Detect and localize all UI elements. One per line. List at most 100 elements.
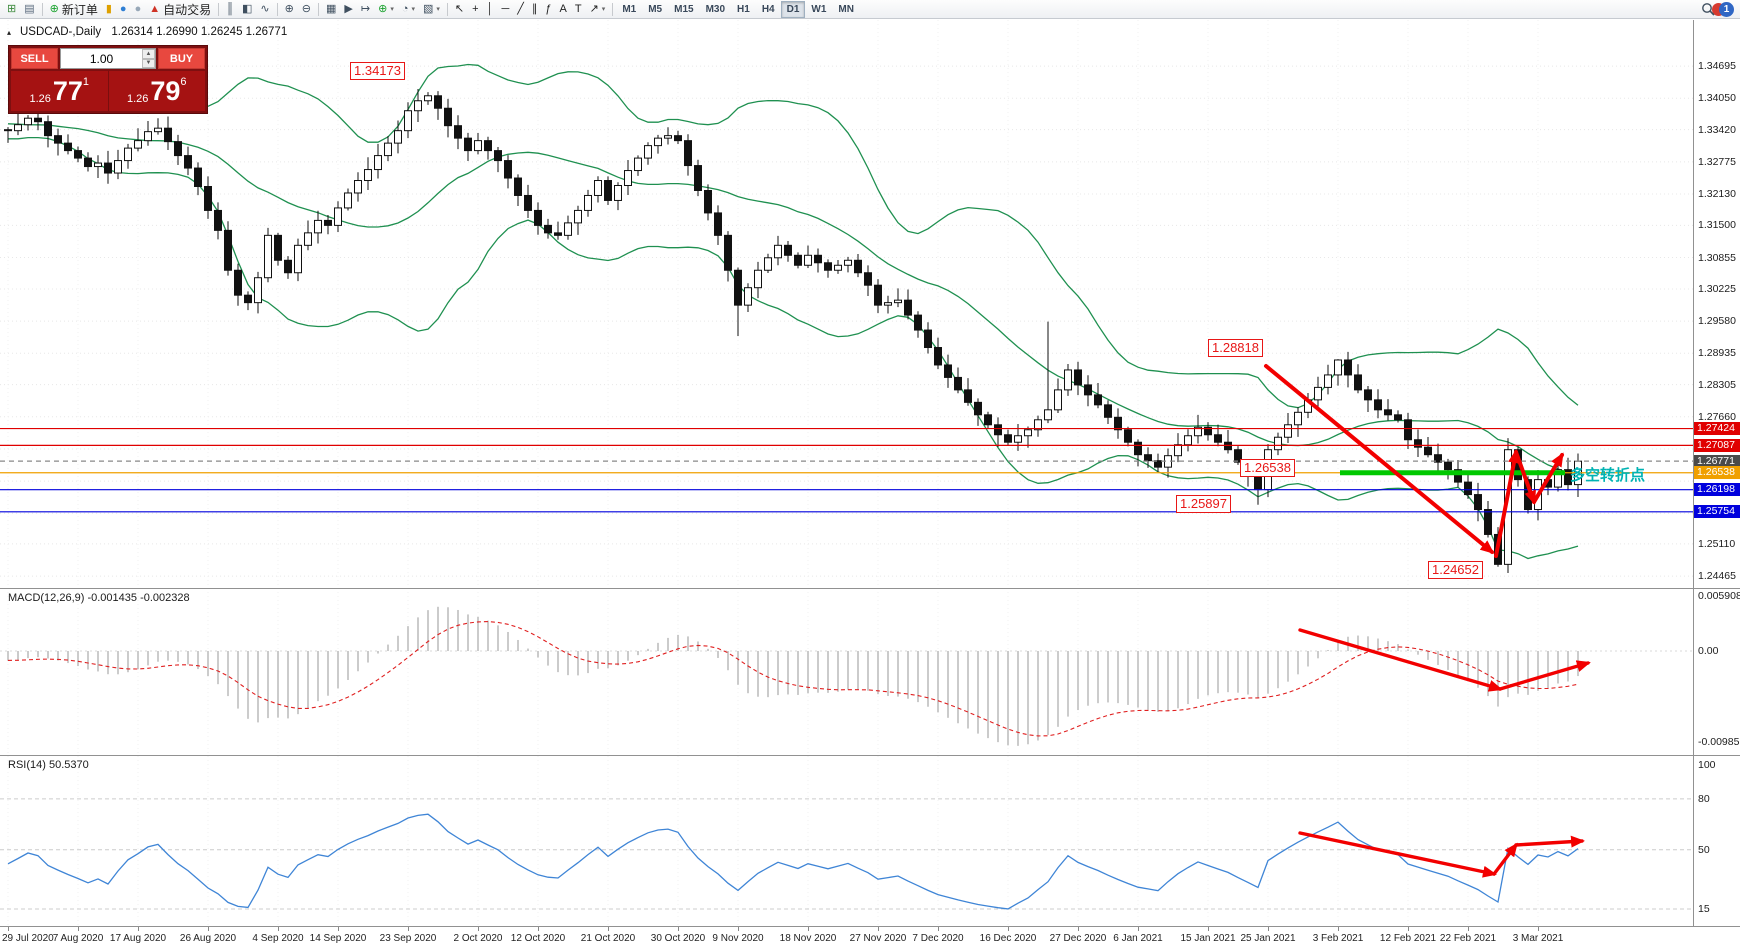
date-tick (1468, 927, 1469, 931)
bar-chart-button[interactable]: ║ (222, 1, 238, 18)
zoom-in-button[interactable]: ⊕ (281, 1, 298, 18)
line-chart-button[interactable]: ∿ (256, 1, 273, 18)
timeframe-h4-button[interactable]: H4 (756, 1, 781, 18)
buy-button[interactable]: BUY (158, 48, 205, 69)
price-tick: 1.32775 (1698, 155, 1736, 168)
buy-price-big: 79 (150, 76, 181, 106)
toolbar-separator (41, 2, 43, 16)
timeframe-m1-button[interactable]: M1 (616, 1, 642, 18)
label-icon: T (574, 2, 582, 15)
timeframe-w1-button[interactable]: W1 (805, 1, 832, 18)
trend-arrow[interactable] (1298, 831, 1497, 878)
signals-icon: ● (119, 2, 127, 15)
rsi-scale-tick: 50 (1698, 843, 1710, 856)
fibonacci-button[interactable]: ƒ (541, 1, 555, 18)
price-annotation[interactable]: 1.25897 (1176, 495, 1231, 513)
cursor-button[interactable]: ↖ (451, 1, 468, 18)
date-tick (338, 927, 339, 931)
toolbar-separator (218, 2, 220, 16)
trend-arrow[interactable] (1514, 450, 1536, 505)
shapes-button[interactable]: ↗ ▾ (586, 1, 610, 18)
date-tick (808, 927, 809, 931)
profiles-button[interactable]: ▤ (20, 1, 38, 18)
crosshair-button[interactable]: + (468, 1, 482, 18)
date-label: 17 Aug 2020 (109, 933, 167, 944)
auto-scroll-button[interactable]: ▶ (340, 1, 356, 18)
timeframe-m5-button[interactable]: M5 (642, 1, 668, 18)
trend-arrow[interactable] (1532, 452, 1564, 504)
trend-arrow[interactable] (1492, 842, 1518, 876)
vps-button[interactable]: ● (131, 1, 146, 18)
trend-arrow[interactable] (1264, 364, 1495, 554)
buy-price-sup: 6 (180, 76, 187, 88)
vertical-line-button[interactable]: │ (483, 1, 498, 18)
new-chart-button[interactable]: ⊞ (3, 1, 20, 18)
date-tick (608, 927, 609, 931)
volume-increase-button[interactable]: ▲ (142, 49, 155, 59)
date-label: 3 Feb 2021 (1312, 933, 1364, 944)
macd-scale-tick: 0.00 (1698, 645, 1719, 657)
signals-button[interactable]: ● (116, 1, 131, 18)
date-tick (138, 927, 139, 931)
timeframe-h1-button[interactable]: H1 (731, 1, 756, 18)
search-button[interactable] (1697, 1, 1719, 18)
panel-divider-macd[interactable] (0, 588, 1740, 589)
rsi-line (7, 813, 1579, 910)
zoom-out-icon: ⊖ (301, 2, 311, 15)
label-button[interactable]: T (571, 1, 586, 18)
market-button[interactable]: ▮ (102, 1, 116, 18)
buy-price[interactable]: 1.26 79 6 (109, 71, 206, 111)
price-annotation[interactable]: 1.34173 (350, 62, 405, 80)
search-icon (1702, 3, 1715, 16)
notification-badge[interactable]: 1 (1712, 1, 1734, 17)
profiles-icon: ▤ (24, 2, 35, 15)
date-tick (1538, 927, 1539, 931)
new-order-button[interactable]: ⊕ 新订单 (46, 1, 102, 18)
price-annotation[interactable]: 1.26538 (1240, 459, 1295, 477)
trend-arrow[interactable] (1514, 835, 1585, 848)
periods-icon: ◔ (401, 2, 409, 15)
chart-shift-button[interactable]: ↦ (357, 1, 374, 18)
sell-price-small: 1.26 (29, 93, 51, 105)
sell-price-big: 77 (52, 76, 83, 106)
resistance-line-2-price-label: 1.27087 (1694, 438, 1740, 452)
trend-arrow[interactable] (1494, 449, 1520, 558)
timeframe-mn-button[interactable]: MN (832, 1, 860, 18)
templates-button[interactable]: ▧ ▾ (419, 1, 444, 18)
candlestick-chart-button[interactable]: ◧ (238, 1, 256, 18)
volume-decrease-button[interactable]: ▼ (142, 58, 155, 68)
panel-divider-rsi[interactable] (0, 755, 1740, 756)
price-annotation[interactable]: 1.28818 (1208, 339, 1263, 357)
trend-arrow[interactable] (1498, 660, 1591, 691)
tile-windows-button[interactable]: ▦ (322, 1, 340, 18)
ohlc-values: 1.26314 1.26990 1.26245 1.26771 (111, 26, 288, 38)
zoom-out-button[interactable]: ⊖ (298, 1, 315, 18)
price-divider (107, 71, 109, 111)
volume-input[interactable] (61, 49, 142, 68)
channel-button[interactable]: ∥ (528, 1, 542, 18)
timeframe-d1-button[interactable]: D1 (780, 0, 806, 18)
sell-button[interactable]: SELL (11, 48, 58, 69)
pivot-point-label[interactable]: 多空转折点 (1570, 467, 1646, 484)
sell-price[interactable]: 1.26 77 1 (11, 71, 108, 111)
date-label: 18 Nov 2020 (779, 933, 837, 944)
new-order-icon: ⊕ (49, 2, 59, 15)
date-label: 7 Aug 2020 (52, 933, 104, 944)
trendline-button[interactable]: ╱ (513, 1, 528, 18)
horizontal-line-button[interactable]: ─ (497, 1, 513, 18)
zoom-in-icon: ⊕ (284, 2, 294, 15)
timeframe-m15-button[interactable]: M15 (668, 1, 699, 18)
trend-arrow[interactable] (1298, 628, 1503, 692)
vertical-line-icon: │ (486, 2, 494, 15)
new-order-button-label: 新订单 (61, 2, 98, 17)
date-label: 9 Nov 2020 (712, 933, 764, 944)
text-button[interactable]: A (556, 1, 571, 18)
price-annotation[interactable]: 1.24652 (1428, 561, 1483, 579)
periods-button[interactable]: ◔ ▾ (398, 1, 419, 18)
autotrading-button[interactable]: ▲ 自动交易 (145, 1, 215, 18)
timeframe-m30-button[interactable]: M30 (700, 1, 731, 18)
one-click-collapse-toggle[interactable]: ▴ (7, 28, 12, 37)
indicators-button[interactable]: ⊕ ▾ (374, 1, 398, 18)
